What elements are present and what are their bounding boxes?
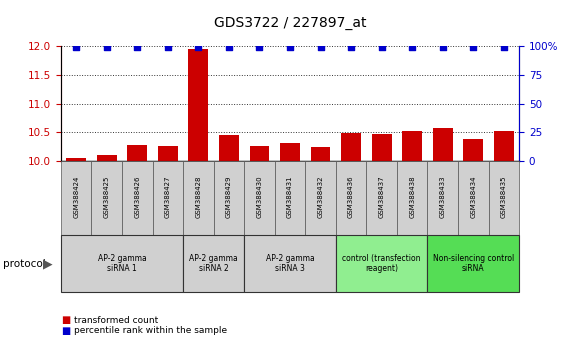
Bar: [61, 161, 92, 235]
Point: [408, 44, 417, 50]
Point: [224, 44, 234, 50]
Bar: [158, 145, 177, 161]
Point: [377, 44, 386, 50]
Point: [316, 44, 325, 50]
Point: [194, 44, 203, 50]
Point: [438, 44, 447, 50]
Text: AP-2 gamma
siRNA 3: AP-2 gamma siRNA 3: [266, 254, 314, 273]
Point: [102, 44, 111, 50]
Bar: [128, 145, 147, 161]
Text: GSM388429: GSM388429: [226, 176, 232, 218]
Bar: [458, 161, 488, 235]
Bar: [183, 235, 244, 292]
Bar: [92, 161, 122, 235]
Bar: [153, 161, 183, 235]
Text: GSM388438: GSM388438: [409, 176, 415, 218]
Bar: [311, 147, 331, 161]
Text: AP-2 gamma
siRNA 1: AP-2 gamma siRNA 1: [97, 254, 146, 273]
Text: AP-2 gamma
siRNA 2: AP-2 gamma siRNA 2: [189, 254, 238, 273]
Bar: [66, 158, 86, 161]
Text: ▶: ▶: [43, 257, 52, 270]
Point: [346, 44, 356, 50]
Text: GSM388431: GSM388431: [287, 176, 293, 218]
Bar: [427, 161, 458, 235]
Text: GSM388437: GSM388437: [379, 176, 385, 218]
Bar: [280, 143, 300, 161]
Text: ■: ■: [61, 326, 70, 336]
Text: protocol: protocol: [3, 259, 46, 269]
Text: GSM388435: GSM388435: [501, 176, 507, 218]
Point: [133, 44, 142, 50]
Bar: [336, 235, 427, 292]
Text: GSM388436: GSM388436: [348, 176, 354, 218]
Text: transformed count: transformed count: [74, 316, 158, 325]
Text: GSM388424: GSM388424: [73, 176, 79, 218]
Bar: [427, 235, 519, 292]
Bar: [372, 134, 392, 161]
Bar: [188, 49, 208, 161]
Text: GSM388434: GSM388434: [470, 176, 476, 218]
Bar: [403, 131, 422, 161]
Text: GSM388428: GSM388428: [195, 176, 201, 218]
Text: Non-silencing control
siRNA: Non-silencing control siRNA: [433, 254, 514, 273]
Bar: [122, 161, 153, 235]
Bar: [494, 131, 514, 161]
Bar: [61, 235, 183, 292]
Text: GSM388433: GSM388433: [440, 176, 446, 218]
Bar: [463, 139, 483, 161]
Bar: [433, 128, 452, 161]
Text: GSM388425: GSM388425: [104, 176, 110, 218]
Bar: [97, 155, 117, 161]
Bar: [244, 235, 336, 292]
Point: [71, 44, 81, 50]
Text: control (transfection
reagent): control (transfection reagent): [342, 254, 421, 273]
Text: percentile rank within the sample: percentile rank within the sample: [74, 326, 227, 336]
Bar: [397, 161, 427, 235]
Text: GSM388432: GSM388432: [317, 176, 324, 218]
Bar: [219, 135, 239, 161]
Point: [163, 44, 172, 50]
Text: GSM388426: GSM388426: [134, 176, 140, 218]
Point: [255, 44, 264, 50]
Bar: [305, 161, 336, 235]
Point: [499, 44, 509, 50]
Point: [469, 44, 478, 50]
Bar: [275, 161, 305, 235]
Bar: [213, 161, 244, 235]
Text: GSM388427: GSM388427: [165, 176, 171, 218]
Text: ■: ■: [61, 315, 70, 325]
Point: [285, 44, 295, 50]
Bar: [183, 161, 213, 235]
Bar: [249, 145, 269, 161]
Bar: [488, 161, 519, 235]
Text: GDS3722 / 227897_at: GDS3722 / 227897_at: [214, 16, 366, 30]
Bar: [341, 133, 361, 161]
Text: GSM388430: GSM388430: [256, 176, 263, 218]
Bar: [244, 161, 275, 235]
Bar: [336, 161, 367, 235]
Bar: [367, 161, 397, 235]
